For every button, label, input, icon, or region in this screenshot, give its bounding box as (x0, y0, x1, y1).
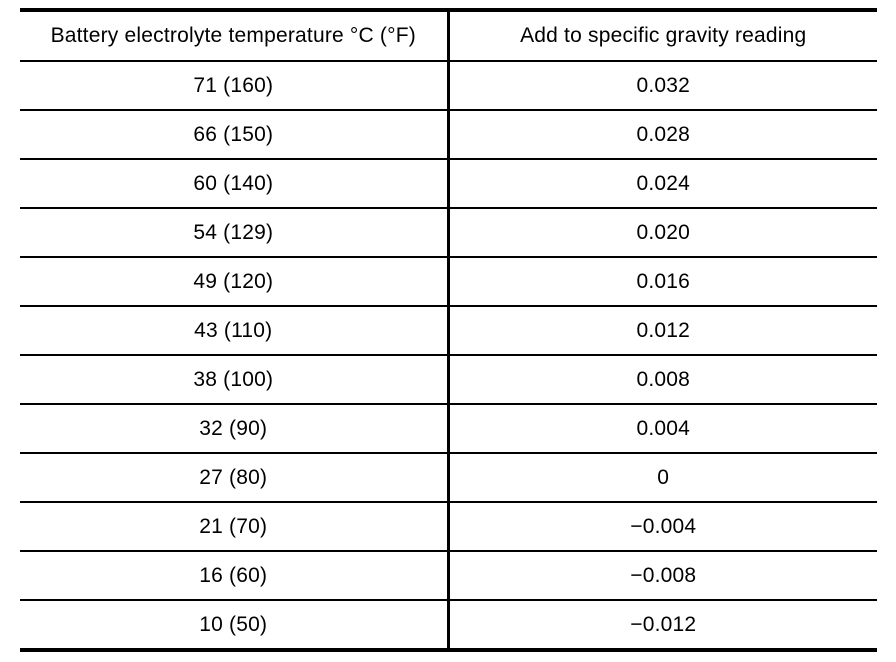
correction-cell: 0.008 (636, 367, 691, 391)
correction-cell: 0.024 (636, 171, 691, 195)
table-row: 66 (150) 0.028 (20, 110, 877, 159)
temperature-cell: 21 (70) (20, 502, 450, 551)
correction-cell: −0.004 (630, 514, 697, 538)
correction-cell: 0.004 (636, 416, 691, 440)
table-row: 38 (100) 0.008 (20, 355, 877, 404)
header-temperature: Battery electrolyte temperature °C (°F) (20, 10, 450, 61)
temperature-cell: 38 (100) (20, 355, 450, 404)
correction-cell: 0.020 (636, 220, 691, 244)
temperature-cell: 10 (50) (20, 600, 450, 650)
correction-cell: −0.008 (630, 563, 697, 587)
table-row: 10 (50) −0.012 (20, 600, 877, 650)
temperature-cell: 16 (60) (20, 551, 450, 600)
correction-cell: 0.028 (636, 122, 691, 146)
table-row: 21 (70) −0.004 (20, 502, 877, 551)
temperature-correction-table-container: Battery electrolyte temperature °C (°F) … (20, 8, 877, 652)
temperature-cell: 54 (129) (20, 208, 450, 257)
header-correction: Add to specific gravity reading (520, 24, 807, 47)
temperature-cell: 43 (110) (20, 306, 450, 355)
temperature-cell: 66 (150) (20, 110, 450, 159)
temperature-cell: 71 (160) (20, 61, 450, 110)
temperature-cell: 60 (140) (20, 159, 450, 208)
table-row: 71 (160) 0.032 (20, 61, 877, 110)
table-row: 49 (120) 0.016 (20, 257, 877, 306)
temperature-cell: 27 (80) (20, 453, 450, 502)
correction-cell: 0.016 (636, 269, 691, 293)
table-row: 27 (80) 0 (20, 453, 877, 502)
correction-cell: 0 (657, 465, 670, 489)
table-row: 32 (90) 0.004 (20, 404, 877, 453)
table-body: 71 (160) 0.032 66 (150) 0.028 60 (140) 0… (20, 61, 877, 650)
table-row: 16 (60) −0.008 (20, 551, 877, 600)
temperature-cell: 32 (90) (20, 404, 450, 453)
correction-cell: −0.012 (630, 612, 697, 636)
table-row: 54 (129) 0.020 (20, 208, 877, 257)
correction-cell: 0.032 (636, 73, 691, 97)
temperature-cell: 49 (120) (20, 257, 450, 306)
temperature-correction-table: Battery electrolyte temperature °C (°F) … (20, 8, 877, 652)
header-row: Battery electrolyte temperature °C (°F) … (20, 10, 877, 61)
table-header: Battery electrolyte temperature °C (°F) … (20, 10, 877, 61)
table-row: 60 (140) 0.024 (20, 159, 877, 208)
table-row: 43 (110) 0.012 (20, 306, 877, 355)
correction-cell: 0.012 (636, 318, 691, 342)
